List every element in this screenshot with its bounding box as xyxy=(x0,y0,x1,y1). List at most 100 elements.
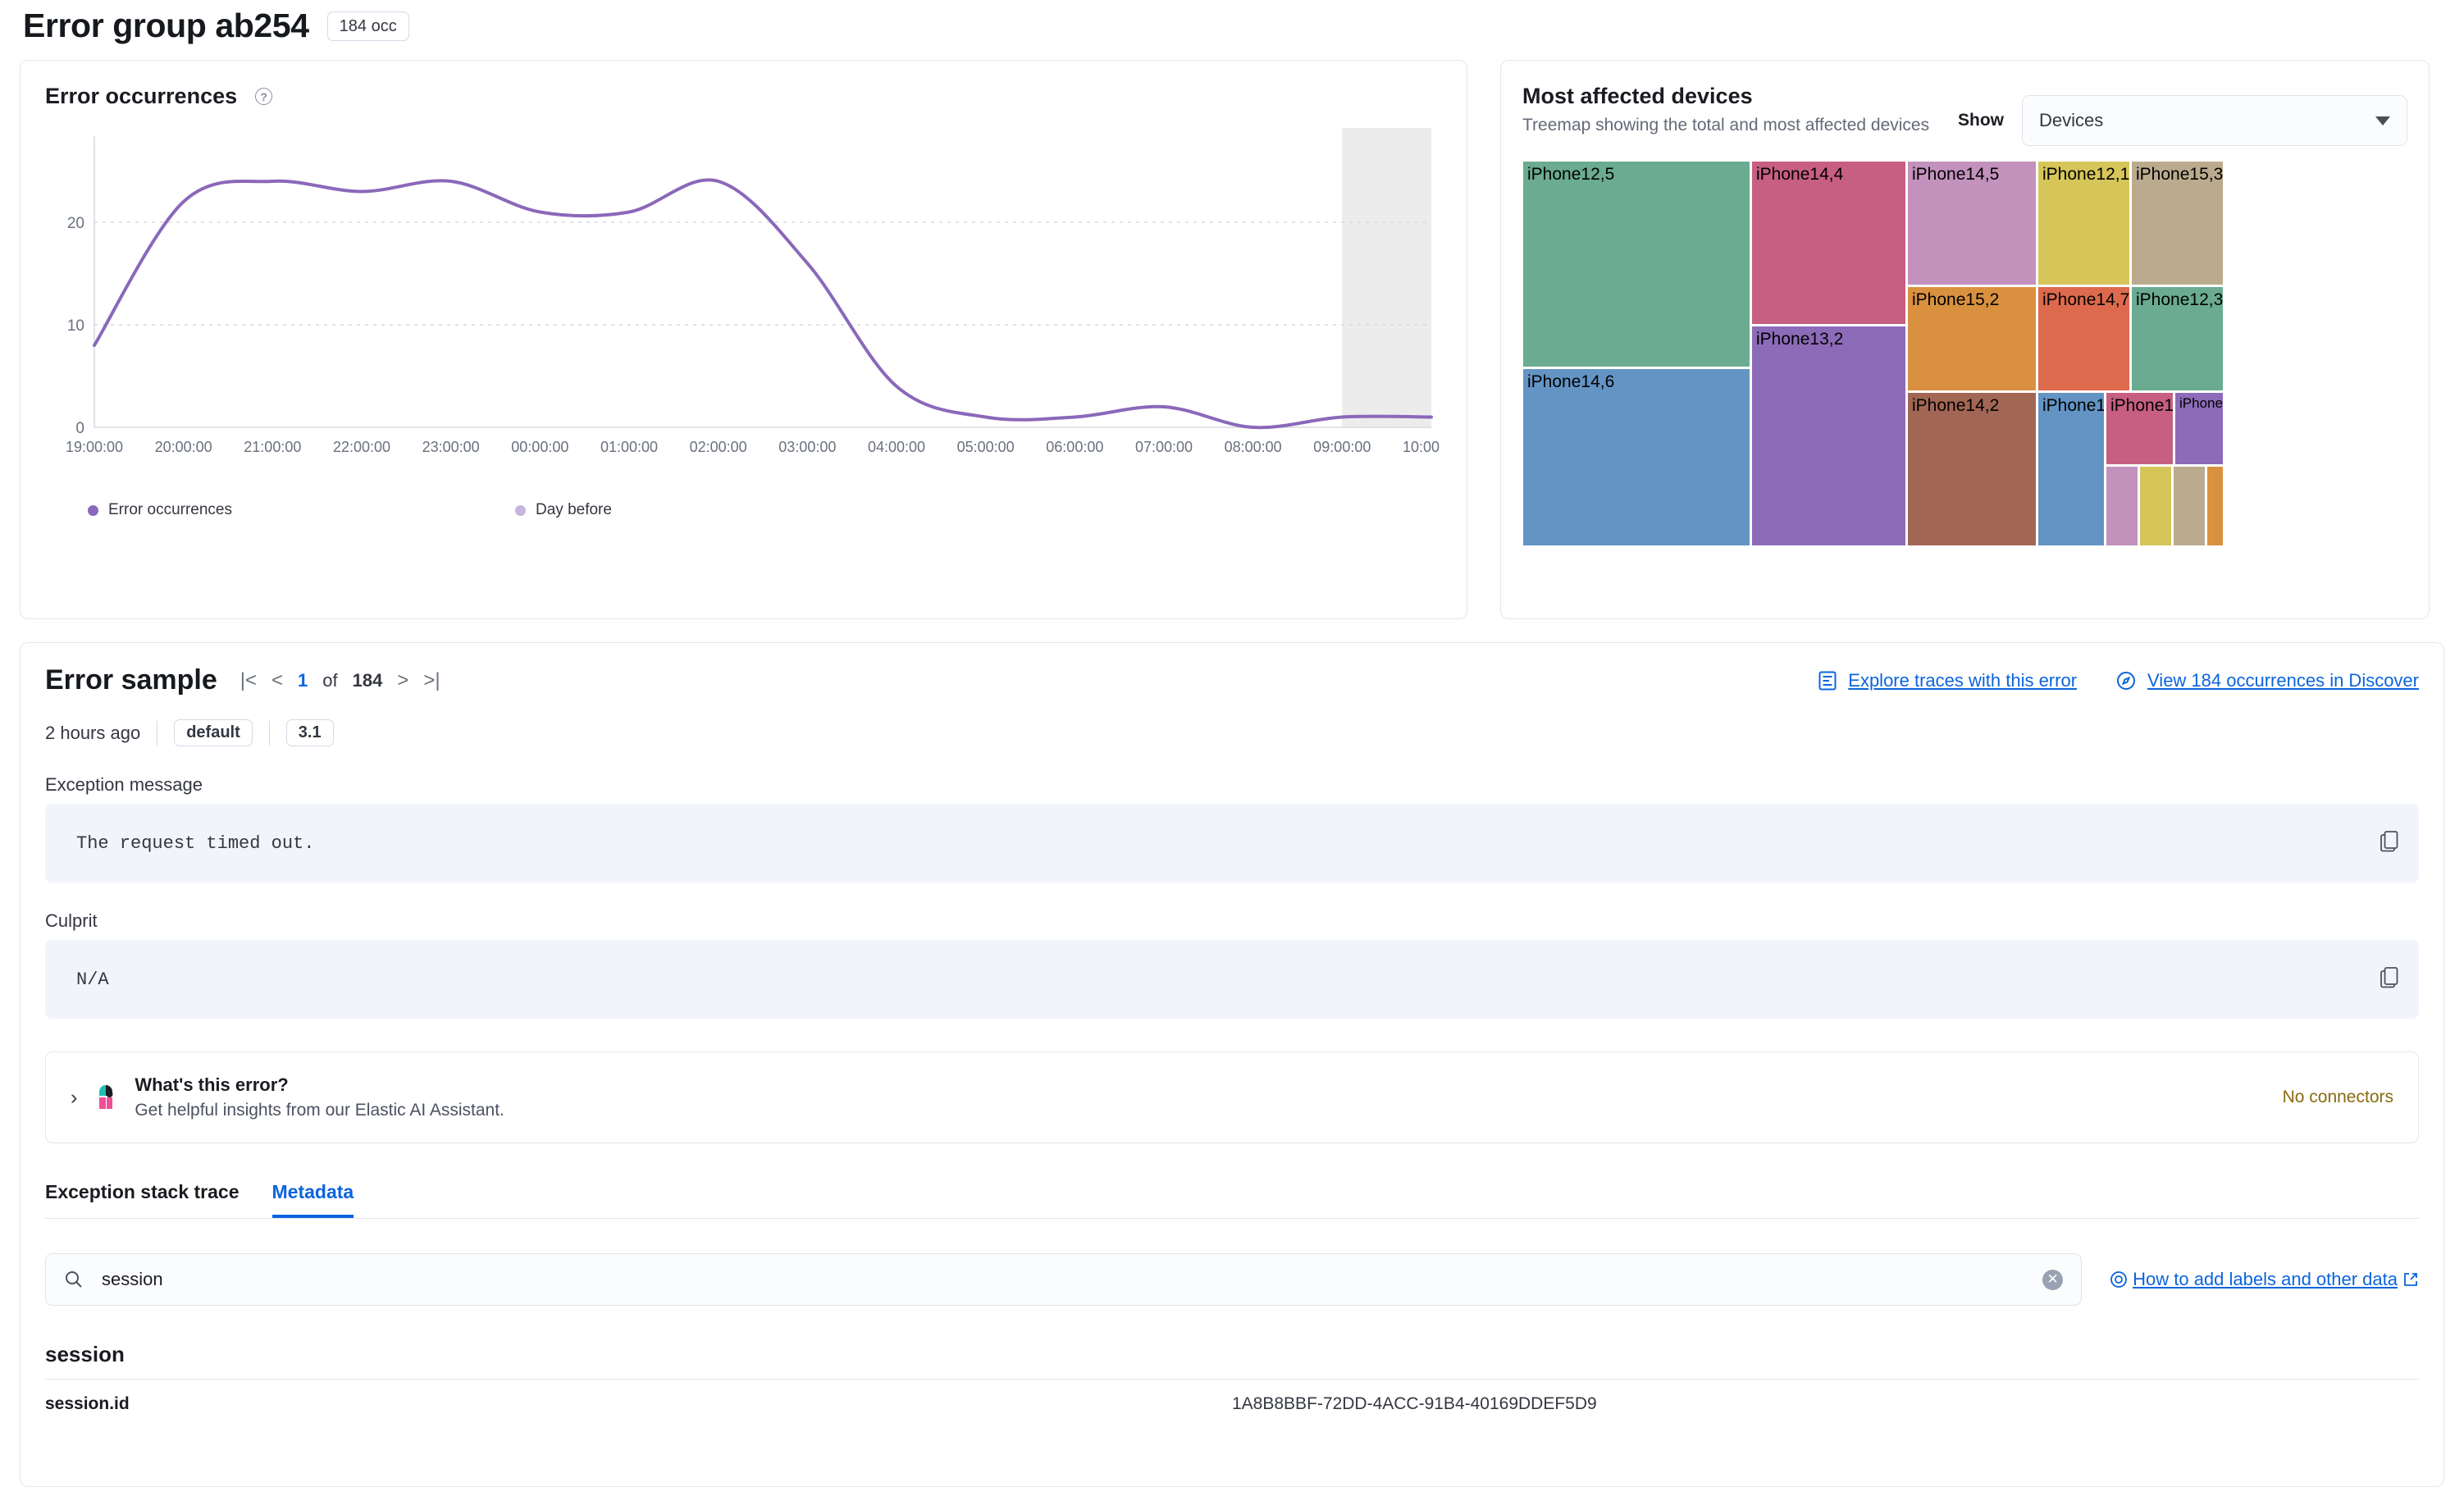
question-mark-icon[interactable]: ? xyxy=(255,88,273,105)
treemap-tile[interactable]: iPhone12,5 xyxy=(1522,161,1750,367)
chart-shaded-band xyxy=(1342,128,1431,427)
svg-text:09:00:00: 09:00:00 xyxy=(1313,439,1371,455)
treemap-tile[interactable] xyxy=(2139,466,2172,546)
legend-label-day-before: Day before xyxy=(536,501,612,518)
sample-timestamp: 2 hours ago xyxy=(45,722,141,743)
treemap-tile[interactable]: iPhone15,3 xyxy=(2131,161,2224,285)
chart-header: Error occurrences ? xyxy=(45,84,1442,109)
prev-page-icon[interactable]: < xyxy=(271,668,284,691)
how-to-add-labels-link[interactable]: How to add labels and other data xyxy=(2110,1269,2419,1290)
treemap-tile-label: iPhone14,7 xyxy=(2042,290,2130,309)
version-badge: 3.1 xyxy=(285,719,334,746)
search-input[interactable] xyxy=(100,1268,2027,1291)
clear-icon[interactable]: ✕ xyxy=(2042,1269,2064,1290)
show-label: Show xyxy=(1958,111,2004,130)
treemap-tile[interactable] xyxy=(2206,466,2224,546)
devices-treemap[interactable]: iPhone12,5 iPhone14,6 iPhone14,4 iPhone13,2… xyxy=(1522,161,2409,546)
next-page-icon[interactable]: > xyxy=(397,668,409,691)
most-affected-devices-panel: Most affected devices Treemap showing th… xyxy=(1500,60,2430,619)
line-chart[interactable]: 0 10 20 19:00:00 20:00:00 21:00:00 22:00:00 23:… xyxy=(45,124,1440,485)
metadata-section-title: session xyxy=(45,1342,125,1366)
treemap-tile[interactable]: iPhone13,2 xyxy=(1751,326,1906,546)
no-connectors-status: No connectors xyxy=(2282,1088,2393,1106)
culprit-box: N/A xyxy=(45,940,2419,1019)
view-in-discover-label: View 184 occurrences in Discover xyxy=(2147,669,2419,691)
treemap-tile[interactable]: iPhone12,3 xyxy=(2131,286,2224,391)
view-in-discover-link[interactable]: View 184 occurrences in Discover xyxy=(2116,670,2419,691)
treemap-tile-label: iPhone15,2 xyxy=(1912,290,2000,309)
metadata-value: 1A8B8BBF-72DD-4ACC-91B4-40169DDEF5D9 xyxy=(1232,1379,2419,1429)
treemap-tile[interactable] xyxy=(2106,466,2138,546)
treemap-tile-label: iPhone14,3 xyxy=(2042,396,2105,415)
page-header: Error group ab254 184 occ xyxy=(20,0,2444,60)
metadata-table: session.id 1A8B8BBF-72DD-4ACC-91B4-40169D… xyxy=(45,1379,2419,1429)
ai-assistant-callout[interactable]: › What's this error? Get helpful insight… xyxy=(45,1051,2419,1143)
error-sample-title-group: Error sample |< < 1 of 184 > >| xyxy=(45,664,440,696)
treemap-tile[interactable]: iPhone8,1 xyxy=(2174,392,2224,465)
error-sample-card: Error sample |< < 1 of 184 > >| xyxy=(20,642,2444,1487)
tab-exception-stack-trace[interactable]: Exception stack trace xyxy=(45,1181,240,1202)
error-sample-title: Error sample xyxy=(45,664,217,696)
svg-text:0: 0 xyxy=(75,420,84,437)
treemap-tile[interactable]: iPhone14,6 xyxy=(1522,368,1750,546)
svg-text:19:00:00: 19:00:00 xyxy=(66,439,123,455)
treemap-tile-label: iPhone15,3 xyxy=(2136,165,2224,184)
treemap-tile-label: iPhone8,1 xyxy=(2179,395,2223,411)
error-occurrences-panel: Error occurrences ? 0 10 20 19:00:00 20:00:0… xyxy=(20,60,1467,619)
last-page-icon[interactable]: >| xyxy=(423,668,440,691)
treemap-tile[interactable] xyxy=(2173,466,2206,546)
explore-traces-link[interactable]: Explore traces with this error xyxy=(1818,670,2077,691)
treemap-tile[interactable]: iPhone14,5 xyxy=(1907,161,2037,285)
current-page: 1 xyxy=(298,669,308,691)
treemap-tile[interactable]: iPhone14,2 xyxy=(1907,392,2037,546)
legend-dot-day-before xyxy=(515,504,526,516)
treemap-tile[interactable]: iPhone13,1 xyxy=(2106,392,2174,465)
chevron-right-icon[interactable]: › xyxy=(71,1085,78,1109)
treemap-tile[interactable]: iPhone14,7 xyxy=(2037,286,2130,391)
exception-message-label: Exception message xyxy=(45,774,203,795)
chart-title: Error occurrences xyxy=(45,84,238,108)
pager-of-label: of xyxy=(322,669,338,691)
treemap-tile-label: iPhone14,6 xyxy=(1527,372,1615,391)
table-row: session.id 1A8B8BBF-72DD-4ACC-91B4-40169D… xyxy=(45,1379,2419,1429)
svg-text:10:00:00: 10:00:00 xyxy=(1403,439,1440,455)
search-icon xyxy=(66,1271,82,1288)
treemap-tile[interactable]: iPhone14,4 xyxy=(1751,161,1906,325)
svg-text:01:00:00: 01:00:00 xyxy=(600,439,658,455)
sample-meta-row: 2 hours ago default 3.1 xyxy=(45,719,2419,746)
ai-subtitle: Get helpful insights from our Elastic AI… xyxy=(135,1101,504,1120)
document-icon xyxy=(1818,671,1837,690)
meta-divider-2 xyxy=(268,720,270,746)
exception-message-value: The request timed out. xyxy=(76,832,315,854)
external-link-icon xyxy=(2404,1273,2417,1286)
devices-select[interactable]: Devices xyxy=(2022,95,2407,146)
occurrence-count-badge: 184 occ xyxy=(326,11,409,41)
legend-item-errors[interactable]: Error occurrences xyxy=(88,501,232,519)
search-box[interactable]: ✕ xyxy=(45,1253,2083,1306)
svg-text:23:00:00: 23:00:00 xyxy=(422,439,480,455)
chart-area: 0 10 20 19:00:00 20:00:00 21:00:00 22:00:00 23:… xyxy=(45,124,1442,493)
sample-action-links: Explore traces with this error View 184 … xyxy=(1818,670,2419,691)
chart-legend: Error occurrences Day before xyxy=(45,501,1442,519)
copy-clipboard-icon[interactable] xyxy=(2380,830,2401,857)
sample-pagination: |< < 1 of 184 > >| xyxy=(240,669,440,692)
treemap-tile-label: iPhone14,5 xyxy=(1912,165,2000,184)
treemap-tile-label: iPhone14,4 xyxy=(1756,165,1844,184)
elastic-logo-icon xyxy=(95,1085,116,1110)
treemap-title: Most affected devices xyxy=(1522,84,1753,108)
tab-metadata[interactable]: Metadata xyxy=(272,1181,354,1218)
first-page-icon[interactable]: |< xyxy=(240,668,258,691)
svg-text:20: 20 xyxy=(67,215,84,232)
svg-text:10: 10 xyxy=(67,317,84,335)
svg-text:02:00:00: 02:00:00 xyxy=(690,439,747,455)
treemap-tile[interactable]: iPhone14,3 xyxy=(2037,392,2105,546)
treemap-tile[interactable]: iPhone12,1 xyxy=(2037,161,2130,285)
legend-item-day-before[interactable]: Day before xyxy=(515,501,612,519)
svg-text:04:00:00: 04:00:00 xyxy=(868,439,925,455)
svg-text:05:00:00: 05:00:00 xyxy=(957,439,1015,455)
metadata-search-row: ✕ How to add labels and other data xyxy=(45,1253,2419,1306)
devices-select-value: Devices xyxy=(2039,110,2104,130)
culprit-value: N/A xyxy=(76,969,109,990)
treemap-tile[interactable]: iPhone15,2 xyxy=(1907,286,2037,391)
copy-clipboard-icon[interactable] xyxy=(2380,966,2401,993)
